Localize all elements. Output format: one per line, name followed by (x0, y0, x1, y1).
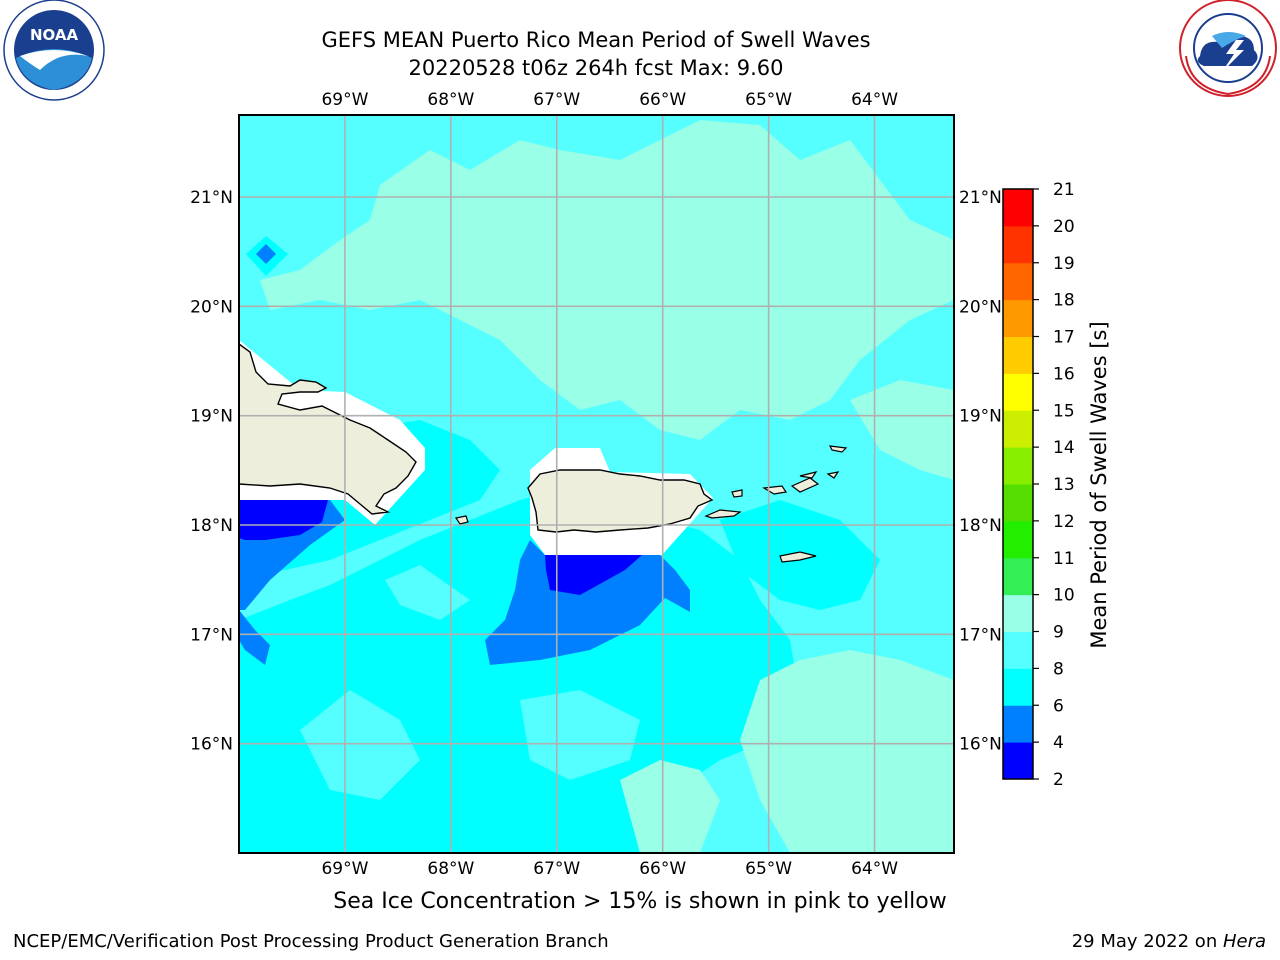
colorbar-tick-label: 9 (1053, 623, 1064, 643)
land-anegada (828, 445, 848, 453)
lat-label-left: 20°N (190, 297, 233, 317)
swell-field-9-10-s (620, 760, 720, 853)
colorbar-segment (1003, 668, 1033, 706)
colorbar-segment (1003, 373, 1033, 411)
colorbar-tick-label: 19 (1053, 254, 1075, 274)
colorbar-tick-label: 8 (1053, 659, 1064, 679)
colorbar-tick-label: 14 (1053, 438, 1075, 458)
swell-field-8-9-pocket2 (300, 690, 420, 800)
swell-field-nw-spot-core (256, 244, 276, 264)
colorbar-tick-label: 6 (1053, 696, 1064, 716)
lon-label-bottom: 69°W (321, 859, 368, 879)
land-puerto-rico (527, 469, 714, 533)
colorbar-segment (1003, 631, 1033, 669)
lat-label-left: 16°N (190, 735, 233, 755)
footer-date: 29 May 2022 on Hera (1072, 931, 1266, 952)
land-st-croix (779, 551, 817, 563)
land-vieques (704, 509, 742, 519)
lon-label-top: 67°W (533, 90, 580, 110)
nws-logo (1179, 0, 1277, 97)
colorbar-label: Mean Period of Swell Waves [s] (1087, 321, 1111, 648)
colorbar-tick-label: 18 (1053, 291, 1075, 311)
lon-label-top: 65°W (745, 90, 792, 110)
colorbar-segment (1003, 410, 1033, 448)
map-frame (238, 114, 955, 854)
colorbar-segment (1003, 447, 1033, 485)
map-plot-area (239, 115, 954, 853)
latitude-labels-right: 21°N 20°N 19°N 18°N 17°N 16°N (959, 188, 1002, 755)
noaa-logo-text: NOAA (30, 26, 79, 44)
lon-label-top: 66°W (639, 90, 686, 110)
lat-label-right: 21°N (959, 188, 1002, 208)
lat-label-right: 16°N (959, 735, 1002, 755)
colorbar-segment (1003, 594, 1033, 632)
land-virgin-islands (762, 471, 840, 495)
map-subtitle: 20220528 t06z 264h fcst Max: 9.60 (408, 56, 784, 80)
land-culebra (731, 489, 743, 498)
colorbar-tick-label: 4 (1053, 733, 1064, 753)
colorbar-tick-label: 12 (1053, 512, 1075, 532)
longitude-labels-bottom: 69°W 68°W 67°W 66°W 65°W 64°W (321, 859, 898, 879)
land-hispaniola (239, 343, 417, 515)
lat-label-left: 19°N (190, 407, 233, 427)
colorbar-tick-label: 11 (1053, 549, 1075, 569)
lon-label-bottom: 65°W (745, 859, 792, 879)
lat-label-right: 18°N (959, 516, 1002, 536)
colorbar-tick-label: 13 (1053, 475, 1075, 495)
colorbar-segment (1003, 336, 1033, 374)
lon-label-bottom: 67°W (533, 859, 580, 879)
colorbar-segment (1003, 262, 1033, 301)
lat-label-right: 20°N (959, 297, 1002, 317)
colorbar-segment (1003, 484, 1033, 522)
lon-label-top: 68°W (427, 90, 474, 110)
colorbar-tick-label: 17 (1053, 328, 1075, 348)
colorbar-segment (1003, 520, 1033, 559)
colorbar-segment (1003, 705, 1033, 743)
latitude-labels-left: 21°N 20°N 19°N 18°N 17°N 16°N (190, 188, 233, 755)
colorbar-tick-label: 15 (1053, 401, 1075, 421)
colorbar-segment (1003, 225, 1033, 264)
colorbar-segment (1003, 189, 1033, 227)
swell-field-9-10-se (740, 650, 954, 853)
footer-credit: NCEP/EMC/Verification Post Processing Pr… (13, 931, 609, 952)
footer-machine: Hera (1222, 931, 1266, 952)
noaa-logo: NOAA (3, 0, 105, 101)
swell-field-9-10-north (260, 120, 954, 440)
colorbar-segment (1003, 557, 1033, 596)
footer-date-text: 29 May 2022 on (1071, 931, 1223, 952)
colorbar-segment (1003, 299, 1033, 337)
colorbar-tick-label: 20 (1053, 217, 1075, 237)
swell-field-2-4-west (239, 500, 328, 540)
colorbar-tick-label: 2 (1053, 770, 1064, 790)
colorbar-tick-label: 10 (1053, 586, 1075, 606)
map-title: GEFS MEAN Puerto Rico Mean Period of Swe… (321, 28, 871, 52)
swell-field-4-6-west2 (239, 610, 270, 665)
land-mona-island (455, 515, 469, 525)
sea-ice-caption: Sea Ice Concentration > 15% is shown in … (333, 889, 947, 914)
swell-field-8-9-pocket3 (520, 690, 640, 780)
lon-label-top: 64°W (851, 90, 898, 110)
swell-field-9-10-ne (850, 380, 954, 480)
lat-label-left: 21°N (190, 188, 233, 208)
colorbar-tick-label: 21 (1053, 180, 1075, 200)
colorbar-segment (1003, 742, 1033, 780)
colorbar: 2 4 6 8 9 10 11 12 13 14 15 16 17 18 19 20 21 (1002, 180, 1075, 790)
lon-label-bottom: 64°W (851, 859, 898, 879)
lat-label-left: 18°N (190, 516, 233, 536)
lat-label-right: 17°N (959, 625, 1002, 645)
swell-field-8-9-pocket1 (385, 565, 470, 620)
longitude-labels-top: 69°W 68°W 67°W 66°W 65°W 64°W (321, 90, 898, 110)
lon-label-bottom: 66°W (639, 859, 686, 879)
swell-field-2-4-pr-south (545, 555, 642, 595)
lon-label-top: 69°W (321, 90, 368, 110)
colorbar-tick-label: 16 (1053, 364, 1075, 384)
lat-label-right: 19°N (959, 407, 1002, 427)
lon-label-bottom: 68°W (427, 859, 474, 879)
graticule (239, 115, 954, 853)
lat-label-left: 17°N (190, 625, 233, 645)
